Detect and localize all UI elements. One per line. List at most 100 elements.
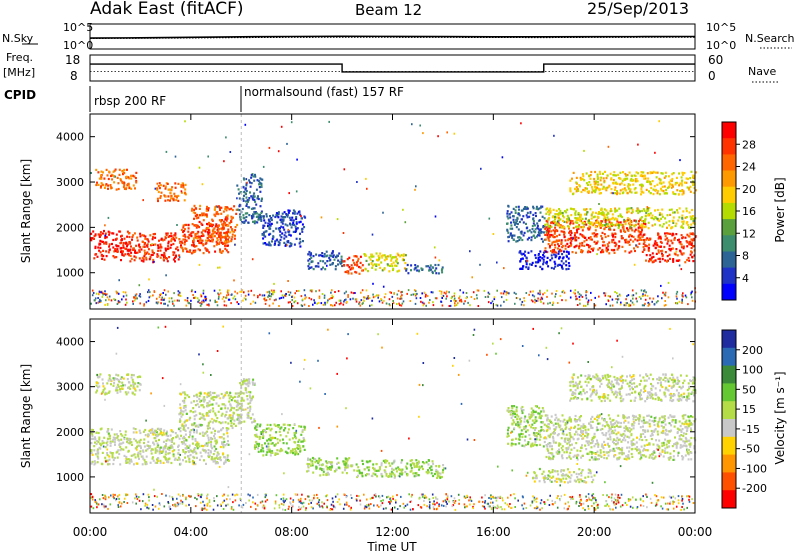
data-point [194,438,197,441]
data-point [583,240,586,243]
data-point [682,252,685,255]
noise-point [338,299,341,302]
data-point [126,235,129,238]
data-point [550,243,553,246]
data-point [539,256,542,259]
data-point [572,226,575,230]
data-point [660,172,663,175]
data-point [133,453,136,456]
data-point [535,205,538,208]
data-point [172,199,175,202]
data-point [250,397,253,400]
data-point [410,269,412,272]
noise-point [117,300,120,303]
data-point [590,170,593,174]
data-point [347,272,350,275]
data-point [381,475,384,478]
data-point [299,213,302,216]
data-point [102,171,104,174]
noise-point [242,299,244,302]
noise-point [100,299,102,302]
data-point [574,210,577,213]
data-point [274,436,277,440]
data-point [126,440,129,444]
noise-point [318,301,320,304]
data-point [175,436,178,439]
data-point [207,229,210,232]
data-point [603,213,606,217]
scatter-point [503,267,505,270]
noise-point [321,293,324,295]
data-point [691,239,694,242]
scatter-point [553,134,555,137]
noise-point [487,291,490,294]
data-point [673,211,676,214]
data-point [222,220,225,223]
noise-point [652,297,655,300]
data-point [354,255,357,258]
data-point [212,398,215,401]
data-point [213,391,216,395]
data-point [261,444,263,447]
data-point [340,259,343,262]
noise-point [202,292,205,295]
data-point [605,246,608,249]
data-point [199,249,201,252]
data-point [130,373,133,377]
data-point [325,460,328,463]
data-point [626,208,629,211]
data-point [190,235,193,238]
noise-point [451,295,453,298]
data-point [195,399,198,403]
cpid-segment-2: normalsound (fast) 157 RF [244,85,404,99]
data-point [226,217,229,220]
noise-point [392,302,395,305]
data-point [678,207,681,210]
data-point [232,411,235,414]
data-point [193,450,196,453]
data-point [113,181,116,184]
data-point [283,234,286,237]
data-point [534,231,537,234]
data-point [108,170,111,173]
data-point [532,217,535,220]
data-point [222,210,225,213]
data-point [195,404,197,407]
data-point [206,393,209,396]
data-point [604,187,607,191]
noise-point [98,300,100,303]
data-point [90,462,93,465]
data-point [239,407,242,410]
data-point [136,251,139,254]
data-point [594,187,597,190]
data-point [263,224,266,227]
scatter-point [198,166,201,169]
data-point [171,438,174,441]
data-point [247,199,250,202]
data-point [211,421,214,424]
noise-point [135,295,137,298]
data-point [631,208,634,211]
noise-point [268,290,270,293]
data-point [278,430,281,433]
data-point [552,235,555,238]
noise-point [294,300,297,303]
data-point [126,437,129,440]
noise-point [97,301,99,304]
noise-point [690,291,693,294]
data-point [603,218,606,221]
data-point [630,223,633,227]
data-point [242,197,245,200]
data-point [224,460,227,463]
data-point [257,195,259,198]
data-point [548,213,551,216]
noise-point [368,297,371,300]
data-point [420,267,423,270]
data-point [690,223,693,226]
data-point [208,400,211,403]
noise-point [539,289,541,292]
data-point [681,171,684,174]
data-point [544,233,547,236]
data-point [353,255,356,258]
data-point [627,210,630,213]
